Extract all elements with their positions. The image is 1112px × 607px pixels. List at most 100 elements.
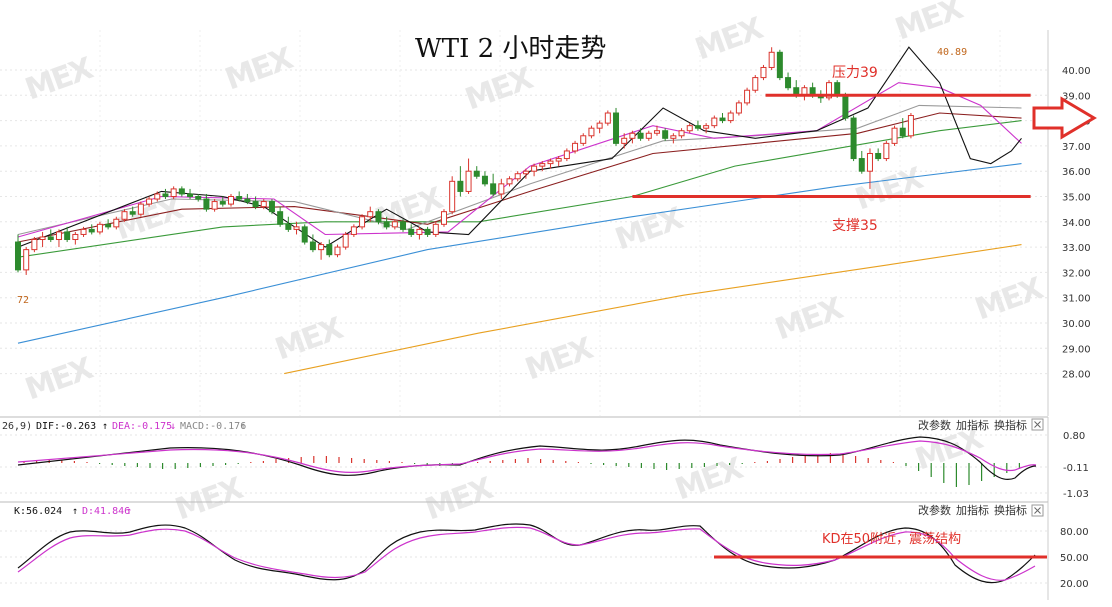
candle (547, 158, 554, 169)
candle (236, 191, 243, 202)
candle (776, 49, 783, 81)
macd-panel: 26,9) DIF:-0.263 ↑ DEA:-0.175 ↓ MACD:-0.… (0, 416, 1089, 502)
candle-body (23, 249, 30, 271)
candle-body (31, 239, 38, 251)
candle-body (195, 196, 202, 200)
candle (768, 47, 775, 70)
kd-panel: K:56.024 ↑ D:41.846 ↑ 改参数 加指标 换指标 KD在50附… (0, 501, 1089, 600)
candle (678, 128, 685, 139)
candle (760, 64, 767, 81)
candle (203, 193, 210, 212)
watermark-logo: MEX (421, 471, 498, 528)
macd-close-button[interactable] (1031, 418, 1044, 431)
kd-annotation: KD在50附近，震荡结构 (822, 532, 961, 547)
price-ytick: 30.00 (1062, 319, 1091, 330)
candle-body (146, 198, 153, 205)
candle-body (326, 244, 333, 256)
macd-ytick: 0.80 (1063, 431, 1085, 442)
watermark-logo: MEX (271, 311, 348, 368)
candle-body (875, 152, 882, 160)
watermark-logo: MEX (671, 451, 748, 508)
candle-body (236, 196, 243, 200)
candle (531, 163, 538, 177)
candle-body (440, 211, 447, 225)
candle-body (416, 228, 423, 235)
candles (15, 47, 914, 275)
candle (146, 196, 153, 207)
candle-body (555, 158, 562, 162)
candle-body (15, 241, 21, 271)
candle (563, 148, 570, 162)
candle (653, 125, 660, 136)
moving-average-line (17, 163, 1022, 344)
macd-dea-line (17, 440, 1037, 474)
candle-body (268, 201, 275, 213)
macd-histogram (23, 453, 1021, 487)
candle (375, 209, 382, 225)
candle-body (391, 221, 398, 228)
candle-body (129, 211, 136, 215)
macd-ytick: -1.03 (1063, 489, 1089, 500)
candle-body (670, 135, 677, 139)
candle (875, 148, 882, 162)
candle (301, 224, 308, 245)
candle-body (383, 221, 390, 228)
candle (400, 219, 407, 232)
candle-body (244, 198, 251, 203)
candle (359, 214, 366, 230)
candle-body (465, 170, 472, 192)
candle-body (621, 137, 628, 144)
kd-ytick: 80.00 (1060, 527, 1089, 538)
candle-body (588, 127, 595, 137)
price-ytick: 35.00 (1062, 193, 1091, 204)
price-grid (0, 30, 1048, 416)
close-icon[interactable] (1034, 507, 1041, 514)
macd-param-label: 26,9) (2, 421, 32, 432)
candle (801, 85, 808, 101)
candle (391, 219, 398, 230)
kd-k-label: K:56.024 (14, 506, 62, 517)
moving-average-line (17, 46, 1022, 248)
close-icon[interactable] (1034, 421, 1041, 428)
candle-body (694, 125, 701, 129)
candle-body (613, 112, 620, 144)
candle (498, 178, 505, 200)
candle (752, 75, 759, 93)
kd-switch-indicator-button[interactable]: 换指标 (994, 503, 1027, 517)
candle-body (498, 183, 505, 195)
candle (522, 168, 529, 179)
price-ytick: 34.00 (1062, 218, 1091, 229)
macd-edit-params-button[interactable]: 改参数 (918, 418, 951, 432)
candle (883, 140, 890, 162)
watermark-logo: MEX (611, 201, 688, 258)
macd-add-indicator-button[interactable]: 加指标 (956, 418, 989, 432)
candle-body (55, 231, 62, 241)
macd-switch-indicator-button[interactable]: 换指标 (994, 418, 1027, 432)
candle (694, 120, 701, 131)
kd-ytick: 50.00 (1060, 553, 1089, 564)
candle (613, 107, 620, 146)
price-ytick: 37.00 (1062, 142, 1091, 153)
price-ytick: 40.00 (1062, 66, 1091, 77)
candle-body (162, 193, 169, 198)
candle (31, 236, 38, 253)
candle (195, 193, 202, 202)
candle-body (113, 218, 120, 228)
candle (473, 166, 480, 179)
candle-body (293, 226, 300, 230)
candle (80, 226, 87, 237)
support-annotation: 支撑35 (832, 218, 878, 234)
kd-edit-params-button[interactable]: 改参数 (918, 503, 951, 517)
candle-body (39, 236, 46, 241)
candle-body (72, 233, 79, 241)
price-ytick: 28.00 (1062, 370, 1091, 381)
candle (244, 193, 251, 205)
kd-close-button[interactable] (1031, 504, 1044, 517)
candle-body (522, 170, 529, 175)
candle (129, 206, 136, 217)
kd-add-indicator-button[interactable]: 加指标 (956, 503, 989, 517)
moving-average-line (17, 82, 1022, 238)
macd-value-arrow-icon: ↑ (240, 421, 246, 432)
watermark-logo: MEX (461, 61, 538, 118)
candle (703, 123, 710, 134)
